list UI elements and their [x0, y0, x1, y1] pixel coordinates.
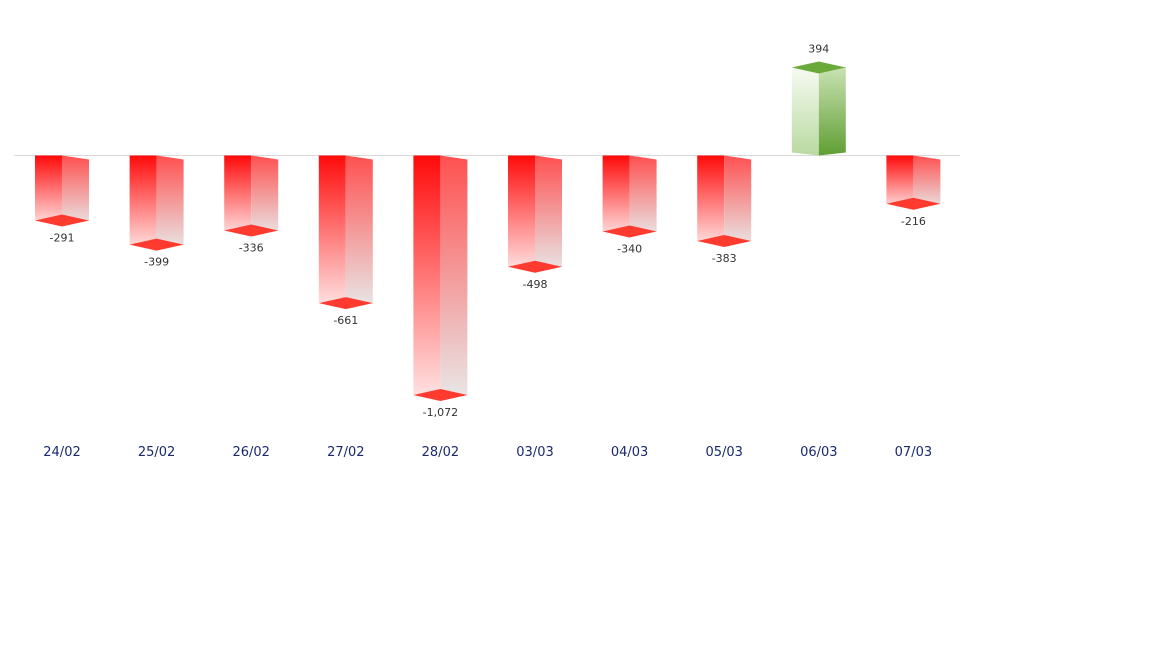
bar-24/02 [35, 155, 89, 227]
bar-side-face [629, 155, 657, 238]
bar-front-face [508, 155, 535, 273]
bar-end-cap [129, 238, 184, 251]
bar-side-face [818, 67, 846, 156]
bar-06/03 [791, 61, 846, 156]
x-tick-label: 06/03 [800, 445, 837, 460]
x-tick-label: 27/02 [327, 445, 364, 460]
bar-side-face [62, 155, 89, 227]
bar-front-face [318, 155, 346, 310]
data-label: -661 [333, 314, 358, 327]
bar-side-face [345, 155, 373, 310]
bar-side-face [156, 155, 184, 251]
x-tick-label: 03/03 [516, 445, 553, 460]
x-tick-label: 28/02 [422, 445, 459, 460]
bar-end-cap [791, 61, 846, 74]
data-label: -1,072 [423, 406, 458, 419]
bar-side-face [535, 155, 562, 273]
bar-side-face [913, 155, 941, 210]
bar-end-cap [602, 225, 657, 238]
bar-end-cap [224, 224, 279, 237]
bar-03/03 [508, 155, 562, 273]
bar-end-cap [886, 197, 941, 210]
bar-front-face [224, 155, 252, 237]
bar-front-face [602, 155, 630, 238]
bars-group [35, 61, 941, 401]
bar-front-face [413, 155, 441, 401]
bar-side-face [251, 155, 279, 237]
bar-04/03 [602, 155, 657, 238]
data-label: -291 [50, 232, 75, 245]
bar-front-face [791, 67, 819, 156]
bar-side-face [440, 155, 468, 401]
x-tick-label: 26/02 [232, 445, 269, 460]
labels-group: -291 24/02 -399 25/02 -336 26/02 -661 27/02 -1,0… [43, 42, 932, 460]
x-tick-label: 07/03 [895, 445, 932, 460]
bar-27/02 [318, 155, 373, 310]
bar-front-face [697, 155, 725, 248]
data-label: -336 [239, 242, 264, 255]
bar-26/02 [224, 155, 279, 237]
bar-end-cap [508, 260, 562, 273]
bar-end-cap [697, 235, 752, 248]
bar-28/02 [413, 155, 468, 401]
bar-side-face [724, 155, 752, 248]
bar-end-cap [413, 388, 468, 401]
bar-25/02 [129, 155, 184, 251]
x-tick-label: 05/03 [705, 445, 742, 460]
data-label: -383 [712, 252, 737, 265]
data-label: 394 [808, 42, 829, 55]
bar-front-face [886, 155, 914, 210]
bar-05/03 [697, 155, 752, 248]
x-tick-label: 24/02 [43, 445, 80, 460]
data-label: -216 [901, 215, 926, 228]
data-label: -498 [523, 278, 548, 291]
bar-front-face [129, 155, 157, 251]
data-label: -340 [617, 242, 642, 255]
data-label: -399 [144, 256, 169, 269]
x-tick-label: 04/03 [611, 445, 648, 460]
bar-front-face [35, 155, 62, 227]
bar-end-cap [318, 297, 373, 310]
bar-end-cap [35, 214, 89, 227]
bar-07/03 [886, 155, 941, 210]
x-tick-label: 25/02 [138, 445, 175, 460]
